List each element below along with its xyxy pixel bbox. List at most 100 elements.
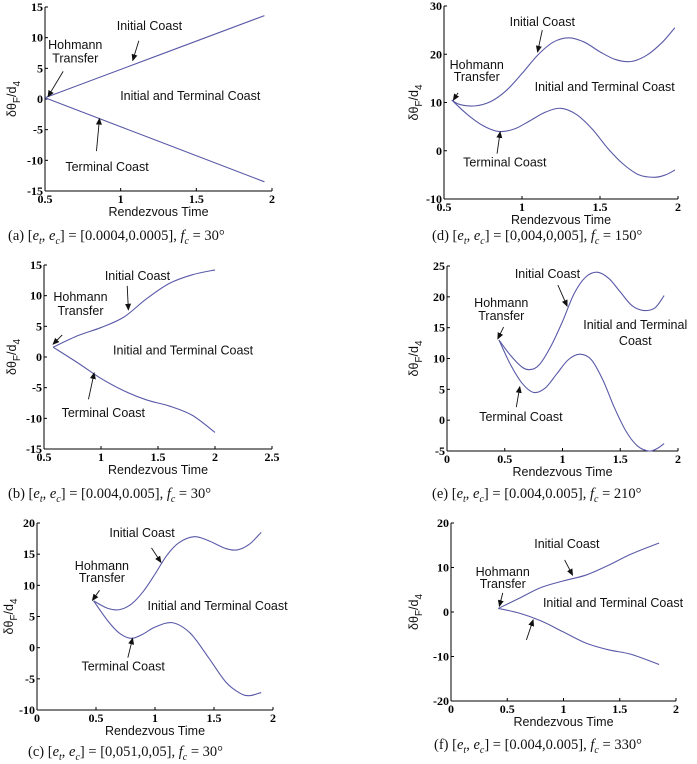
y-tick-label: -15 — [26, 442, 42, 456]
caption-values: [0,004,0,005] — [505, 228, 584, 244]
y-tick-label: -10 — [19, 703, 35, 717]
y-tick-label: 0 — [439, 413, 445, 427]
series-line-initial-coast — [498, 271, 665, 371]
y-axis-label: δθF/d4 — [407, 340, 425, 376]
annotation-label: Initial and Terminal Coast — [535, 80, 676, 94]
x-tick-label: 0.5 — [497, 452, 512, 466]
caption-label: (e) — [432, 486, 449, 502]
x-tick-label: 1 — [561, 702, 567, 716]
x-tick-label: 1.5 — [613, 452, 628, 466]
x-tick-label: 0.5 — [500, 702, 515, 716]
annotation-label: Hohmann — [476, 565, 530, 579]
caption-label: (a) — [8, 228, 25, 244]
annotation-label: Transfer — [79, 571, 125, 585]
series-line-initial-coast — [93, 531, 262, 611]
x-tick-label: 1.5 — [207, 711, 222, 725]
y-tick-label: 5 — [439, 382, 445, 396]
annotation-arrow — [452, 92, 460, 101]
annotation-arrow — [127, 637, 135, 658]
x-tick-label: 1 — [118, 192, 124, 206]
x-tick-label: 1.5 — [612, 702, 627, 716]
y-axis-label: δθF/d4 — [407, 84, 425, 120]
caption-fc-value: 210° — [613, 486, 642, 502]
series-line-initial-coast — [451, 27, 676, 107]
y-tick-label: -15 — [27, 184, 43, 198]
x-tick-label: 1 — [560, 452, 566, 466]
series-line-terminal-coast — [498, 339, 665, 452]
x-tick-label: 0.5 — [37, 450, 52, 464]
series-line-initial-coast — [498, 542, 660, 609]
caption-fc-value: 30° — [204, 228, 225, 244]
annotation-label: Terminal Coast — [62, 406, 146, 420]
y-tick-label: 5 — [29, 610, 35, 624]
annotation-arrow — [47, 71, 64, 98]
annotation-arrow — [497, 592, 504, 608]
y-tick-label: -5 — [33, 123, 43, 137]
y-tick-label: 0 — [436, 144, 442, 158]
x-tick-label: 1 — [152, 711, 158, 725]
annotation-label: Initial Coast — [534, 537, 600, 551]
annotation-arrow — [52, 334, 63, 345]
series-line-terminal-coast — [451, 99, 676, 178]
annotation-label: Initial Coast — [515, 267, 581, 281]
annotation-arrow — [525, 619, 535, 641]
caption-fc-value: 330° — [614, 737, 642, 753]
x-tick-label: 1.5 — [151, 450, 166, 464]
x-tick-label: 0 — [444, 452, 450, 466]
chart-panel-b: 0.5 1 1.5 2 2.5 -15 -10 -5 0 5 10 15 Rendezvous Time… — [5, 258, 280, 477]
x-axis-label: Rendezvous Time — [513, 715, 613, 729]
x-axis-label: Rendezvous Time — [108, 463, 208, 477]
y-tick-label: 5 — [36, 319, 42, 333]
caption-variables: [et, ec] = — [24, 228, 81, 247]
y-tick-label: 5 — [37, 61, 43, 75]
y-tick-label: 20 — [433, 290, 445, 304]
annotation-arrow — [88, 371, 96, 400]
annotation-label: Transfer — [478, 309, 524, 323]
annotation-label: Transfer — [52, 52, 98, 66]
x-tick-label: 2 — [675, 200, 681, 214]
y-tick-label: 15 — [23, 547, 35, 561]
caption-label: (d) — [432, 228, 449, 244]
annotation-label: Initial Coast — [117, 19, 183, 33]
caption-fc-symbol: , fc = — [173, 228, 205, 247]
caption-fc-value: 30° — [202, 744, 223, 760]
y-tick-label: -10 — [433, 650, 449, 664]
series-line-terminal-coast — [52, 346, 216, 433]
caption-variables: [et, ec] = — [448, 228, 506, 247]
x-tick-label: 2 — [269, 192, 275, 206]
caption-fc-value: 150° — [614, 228, 643, 244]
caption-variables: [et, ec] = — [44, 744, 101, 763]
annotation-label: Coast — [619, 334, 652, 348]
caption-fc-symbol: , fc = — [171, 744, 203, 763]
y-axis-label: δθF/d4 — [5, 81, 23, 117]
y-tick-label: 25 — [433, 259, 445, 273]
caption-d: (d) [et, ec] = [0,004,0,005], fc = 150° — [432, 228, 642, 247]
caption-c: (c) [et, ec] = [0,051,0,05], fc = 30° — [28, 744, 223, 763]
annotation-label: Initial Coast — [510, 15, 576, 29]
x-axis-label: Rendezvous Time — [511, 213, 611, 227]
annotation-label: Transfer — [454, 70, 500, 84]
series-line-terminal-coast — [44, 97, 265, 183]
y-tick-label: 30 — [430, 0, 442, 13]
annotation-label: Hohmann — [75, 559, 129, 573]
annotation-label: Terminal Coast — [479, 410, 563, 424]
annotation-arrow — [496, 130, 503, 154]
caption-fc-symbol: , fc = — [159, 486, 191, 505]
caption-f: (f) [et, ec] = [0.004,0.005], fc = 330° — [434, 737, 642, 756]
annotation-label: Hohmann — [48, 38, 102, 52]
annotation-label: Initial Coast — [109, 526, 175, 540]
caption-fc-symbol: , fc = — [583, 228, 615, 247]
annotation-label: Transfer — [57, 304, 103, 318]
y-axis-label: δθF/d4 — [407, 594, 425, 630]
chart-panel-a: 0.5 1 1.5 2 -15 -10 -5 0 5 10 15 Rendezvous Time δθF… — [5, 0, 275, 219]
y-axis-label: δθF/d4 — [2, 598, 20, 634]
y-tick-label: -10 — [26, 411, 42, 425]
chart-panel-d: 0.5 1 1.5 2 -10 0 10 20 30 Rendezvous Time δθF/d4 I… — [407, 0, 681, 227]
y-tick-label: 15 — [31, 0, 43, 14]
x-tick-label: 1 — [519, 200, 525, 214]
annotation-arrow — [151, 547, 162, 564]
caption-values: [0.004,0.005] — [81, 486, 160, 502]
caption-values: [0.004,0.005] — [504, 737, 584, 753]
x-tick-label: 1.5 — [593, 200, 608, 214]
